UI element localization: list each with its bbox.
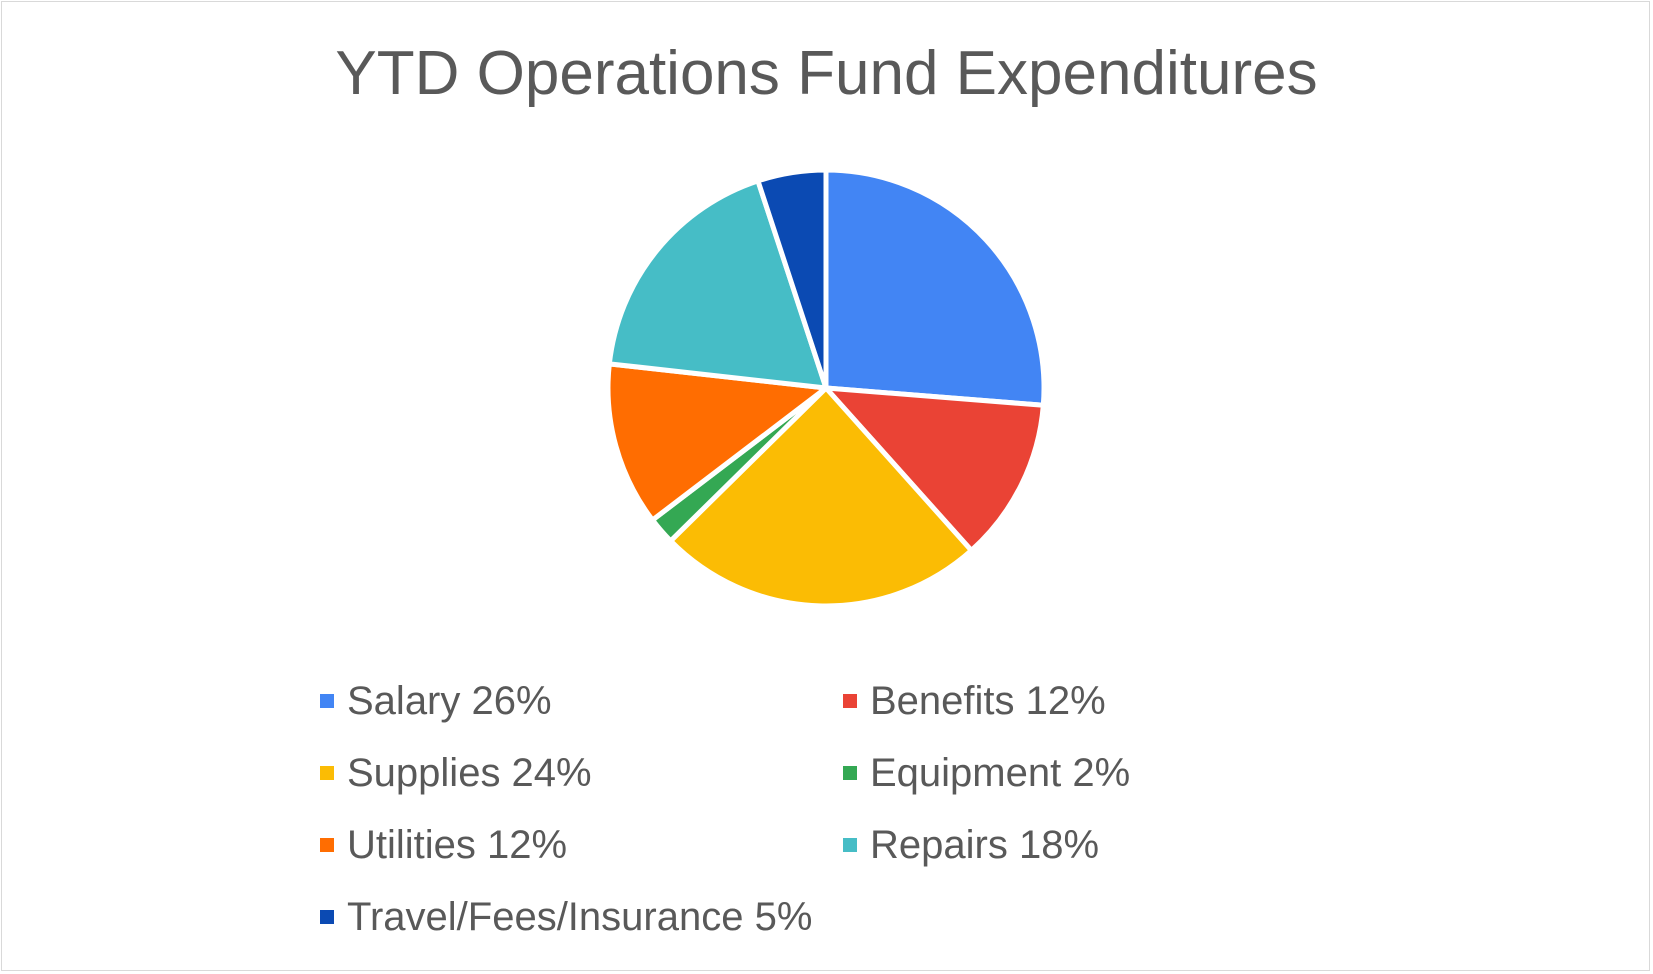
pie-slice-6: [755, 167, 829, 391]
legend-swatch: [320, 838, 334, 852]
legend-swatch: [843, 694, 857, 708]
legend-item: Supplies 24%: [320, 737, 843, 809]
legend-swatch: [320, 910, 334, 924]
pie-slice-4: [605, 361, 829, 523]
legend-swatch: [320, 694, 334, 708]
legend-item: Salary 26%: [320, 665, 843, 737]
legend-label: Utilities 12%: [347, 822, 568, 867]
legend-label: Benefits 12%: [870, 678, 1106, 723]
legend-swatch: [843, 766, 857, 780]
legend-swatch: [320, 766, 334, 780]
legend-item: Repairs 18%: [843, 809, 1366, 881]
pie-slice-1: [823, 385, 1046, 553]
legend-swatch: [843, 838, 857, 852]
chart-legend: Salary 26% Benefits 12% Supplies 24% Equipm…: [320, 665, 1380, 953]
legend-item: Utilities 12%: [320, 809, 843, 881]
legend-label: Travel/Fees/Insurance 5%: [347, 894, 813, 939]
legend-label: Supplies 24%: [347, 750, 592, 795]
pie-slice-5: [606, 178, 829, 391]
chart-title: YTD Operations Fund Expenditures: [335, 39, 1318, 108]
legend-label: Equipment 2%: [870, 750, 1131, 795]
legend-item: Travel/Fees/Insurance 5%: [320, 881, 843, 953]
pie-slice-2: [668, 385, 974, 609]
legend-label: Salary 26%: [347, 678, 552, 723]
legend-item: Equipment 2%: [843, 737, 1366, 809]
pie-slice-0: [823, 167, 1047, 408]
legend-label: Repairs 18%: [870, 822, 1100, 867]
legend-item: Benefits 12%: [843, 665, 1366, 737]
